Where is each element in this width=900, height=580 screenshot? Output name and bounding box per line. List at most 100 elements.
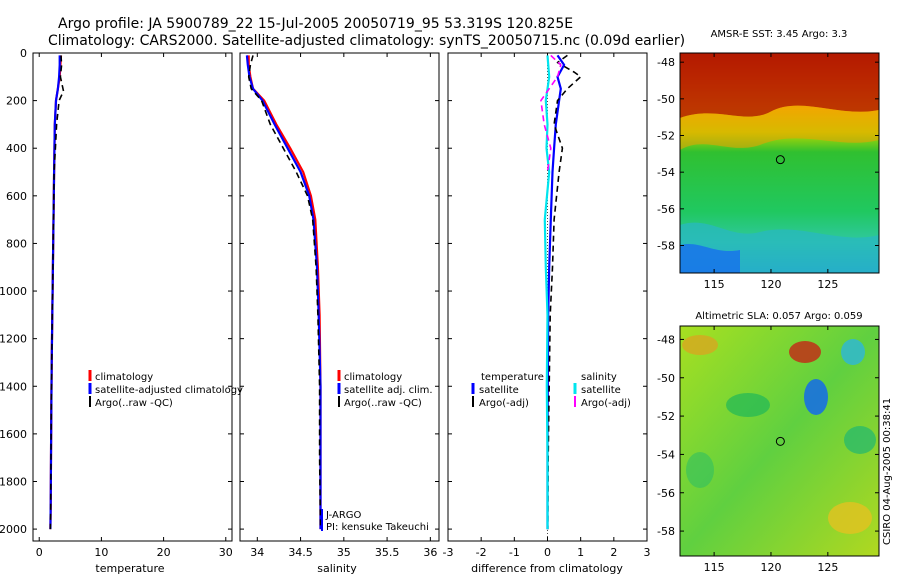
y-tick-label: 1600 — [0, 428, 27, 441]
x-tick-label: 115 — [704, 278, 725, 291]
legend-label-argo: Argo(..raw -QC) — [95, 398, 173, 409]
legend-label-temp-satellite: satellite — [479, 385, 519, 396]
sst-ticks: 115 120 125 -48 -50 -52 -54 -56 -58 — [657, 53, 879, 291]
x-tick-label: 115 — [704, 561, 725, 574]
y-tick-label: -56 — [657, 487, 675, 500]
temperature-y-ticks: 0 200 400 600 800 1000 1200 1400 1600 1800 2000 — [0, 47, 232, 536]
y-tick-label: 400 — [6, 142, 27, 155]
temperature-legend: climatology satellite-adjusted climatolo… — [88, 370, 243, 409]
series-line-salinity-argo-adj- — [540, 54, 562, 173]
x-tick-label: 125 — [817, 561, 838, 574]
argo-location-marker — [775, 155, 785, 165]
difference-x-ticks: -3 -2 -1 0 1 2 3 — [443, 53, 651, 559]
sla-eddy-red — [789, 341, 821, 363]
legend-label-sal-argo: Argo(-adj) — [581, 398, 631, 409]
y-tick-label: -54 — [657, 448, 675, 461]
x-tick-label: 30 — [219, 546, 233, 559]
sst-axes-frame — [679, 52, 880, 274]
legend-label-sal-satellite: satellite — [581, 385, 621, 396]
x-tick-label: 35 — [337, 546, 351, 559]
difference-legend: temperature satellite Argo(-adj) salinit… — [471, 372, 631, 409]
difference-xlabel: difference from climatology — [471, 562, 623, 575]
legend-label-climatology: climatology — [344, 372, 402, 383]
series-line-salinity-satellite — [543, 55, 551, 530]
series-line-argo-raw-qc- — [49, 55, 65, 530]
series-line-argo-raw-qc- — [247, 55, 322, 530]
sla-eddy-cyan — [841, 339, 865, 365]
y-tick-label: 600 — [6, 190, 27, 203]
salinity-xlabel: salinity — [317, 562, 357, 575]
difference-y-ticks — [448, 52, 647, 530]
y-tick-label: 0 — [20, 47, 27, 60]
temperature-lines — [49, 55, 65, 530]
header-line2: Climatology: CARS2000. Satellite-adjuste… — [48, 33, 685, 49]
sla-map-title: Altimetric SLA: 0.057 Argo: 0.059 — [695, 311, 862, 322]
sla-map-image — [680, 326, 879, 556]
salinity-legend: climatology satellite adj. clim. Argo(..… — [337, 370, 433, 409]
x-tick-label: 120 — [760, 561, 781, 574]
x-tick-label: -3 — [443, 546, 454, 559]
y-tick-label: -52 — [657, 410, 675, 423]
sst-map-image — [680, 53, 879, 273]
x-tick-label: 34 — [250, 546, 264, 559]
series-line-satellite-adj-clim- — [245, 55, 322, 530]
salinity-x-ticks: 34 34.5 35 35.5 36 — [250, 53, 437, 559]
sst-map-panel: AMSR-E SST: 3.45 Argo: 3.3 115 120 125 -48 -… — [657, 29, 880, 291]
x-tick-label: -2 — [476, 546, 487, 559]
sla-eddy-yellow — [828, 502, 872, 534]
sla-eddy-green-3 — [686, 452, 714, 488]
sla-map-panel: Altimetric SLA: 0.057 Argo: 0.059 115 120… — [657, 311, 880, 574]
x-tick-label: 1 — [577, 546, 584, 559]
y-tick-label: 1200 — [0, 333, 27, 346]
y-tick-label: -54 — [657, 166, 675, 179]
y-tick-label: 1800 — [0, 475, 27, 488]
salinity-y-ticks — [240, 52, 439, 530]
y-tick-label: -50 — [657, 93, 675, 106]
y-tick-label: -56 — [657, 203, 675, 216]
x-tick-label: -1 — [509, 546, 520, 559]
series-line-climatology — [247, 55, 322, 530]
sst-blue-corner — [680, 243, 740, 273]
difference-lines — [540, 54, 582, 530]
x-tick-label: 0 — [36, 546, 43, 559]
y-tick-label: 1000 — [0, 285, 27, 298]
legend-label-temperature: temperature — [481, 372, 544, 383]
legend-label-satellite-adjusted: satellite-adjusted climatology — [95, 385, 243, 396]
x-tick-label: 10 — [94, 546, 108, 559]
y-tick-label: 800 — [6, 237, 27, 250]
y-tick-label: -48 — [657, 56, 675, 69]
credit-timestamp: CSIRO 04-Aug-2005 00:38:41 — [882, 398, 893, 545]
x-tick-label: 34.5 — [288, 546, 313, 559]
x-tick-label: 125 — [817, 278, 838, 291]
sla-eddy-green-2 — [844, 426, 876, 454]
x-tick-label: 35.5 — [375, 546, 400, 559]
temperature-axes-frame — [32, 52, 233, 542]
argo-location-marker — [775, 436, 785, 446]
difference-panel: -3 -2 -1 0 1 2 3 difference from climatology t… — [443, 52, 651, 575]
series-line-temperature-argo-adj- — [547, 54, 582, 530]
y-tick-label: 1400 — [0, 380, 27, 393]
legend-label-satellite-adj: satellite adj. clim. — [344, 385, 433, 396]
y-tick-label: -58 — [657, 525, 675, 538]
y-tick-label: -58 — [657, 240, 675, 253]
sst-warm-patch — [680, 53, 879, 118]
sst-map-title: AMSR-E SST: 3.45 Argo: 3.3 — [711, 29, 848, 40]
sla-eddy-green-1 — [726, 393, 770, 417]
sla-eddy-blue — [804, 379, 828, 415]
temperature-x-ticks: 0 10 20 30 — [36, 53, 233, 559]
legend-label-climatology: climatology — [95, 372, 153, 383]
salinity-lines — [245, 55, 322, 530]
x-tick-label: 120 — [760, 278, 781, 291]
legend-label-temp-argo: Argo(-adj) — [479, 398, 529, 409]
sla-eddy-orange — [682, 335, 718, 355]
y-tick-label: -48 — [657, 333, 675, 346]
header-line1: Argo profile: JA 5900789_22 15-Jul-2005 … — [58, 16, 573, 32]
x-tick-label: 2 — [610, 546, 617, 559]
annotation-pi: PI: kensuke Takeuchi — [326, 522, 429, 533]
x-tick-label: 20 — [157, 546, 171, 559]
x-tick-label: 36 — [423, 546, 437, 559]
y-tick-label: -50 — [657, 372, 675, 385]
annotation-jargo: J-ARGO — [325, 510, 362, 521]
legend-label-salinity: salinity — [581, 372, 617, 383]
